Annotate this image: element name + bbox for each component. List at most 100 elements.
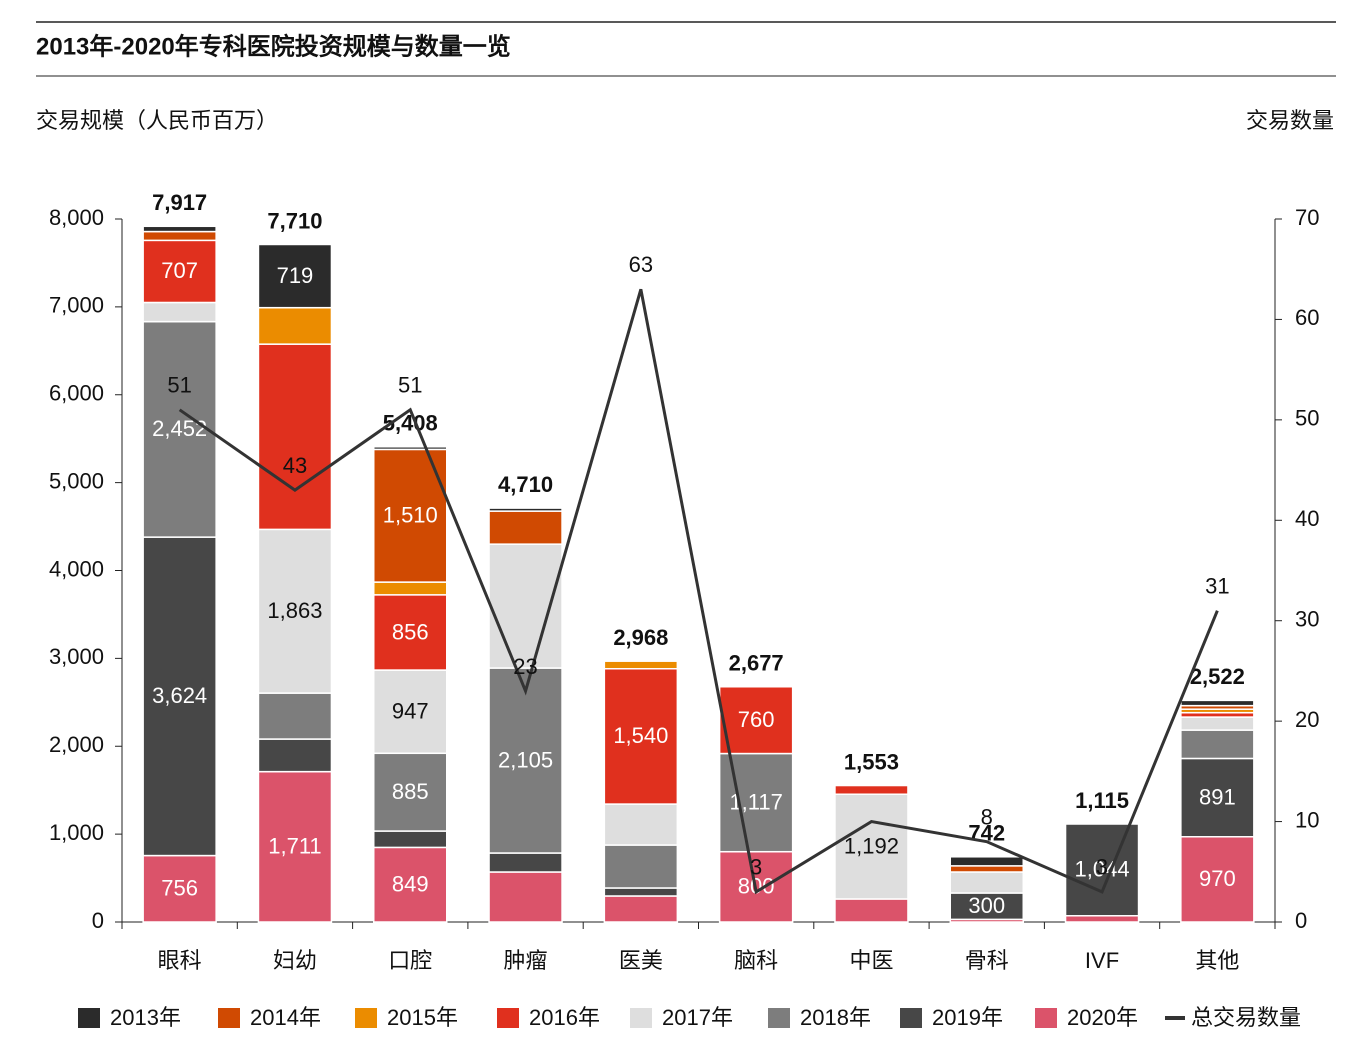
bar-segment <box>257 692 333 740</box>
bar-segment <box>603 895 679 923</box>
bar-segment <box>488 510 563 545</box>
segment-label: 3,624 <box>152 683 207 708</box>
bar-segment <box>1180 729 1255 760</box>
total-label: 4,710 <box>498 472 553 497</box>
legend-swatch <box>497 1008 519 1028</box>
bar-segment <box>949 871 1024 894</box>
bar-segment <box>603 887 679 897</box>
line-label: 51 <box>398 373 422 398</box>
bar-segment <box>1180 836 1255 923</box>
legend-swatch <box>630 1008 652 1028</box>
legend-label: 总交易数量 <box>1191 1005 1301 1030</box>
y-tick-label: 7,000 <box>49 293 104 318</box>
legend-swatch <box>900 1008 922 1028</box>
segment-label: 1,863 <box>267 598 322 623</box>
bar-segment <box>1180 699 1255 707</box>
y-tick-label: 5,000 <box>49 468 104 493</box>
total-label: 7,710 <box>267 208 322 233</box>
line-label: 3 <box>750 855 762 880</box>
y2-tick-label: 30 <box>1295 607 1319 632</box>
legend-label: 2015年 <box>387 1005 458 1030</box>
line-label: 51 <box>167 373 191 398</box>
bar-segment <box>488 871 563 923</box>
segment-label: 1,044 <box>1075 857 1130 882</box>
x-tick-label: 口腔 <box>388 948 432 973</box>
bar-segment <box>718 686 794 755</box>
legend-label: 2020年 <box>1067 1005 1138 1030</box>
total-label: 1,115 <box>1075 788 1129 813</box>
legend-swatch <box>1035 1008 1057 1028</box>
bar-segment <box>1064 915 1140 923</box>
bar-segment <box>373 846 448 923</box>
x-tick-label: 脑科 <box>734 948 778 973</box>
total-label: 7,917 <box>152 190 207 215</box>
bar-segment <box>834 898 909 923</box>
bar-segment <box>949 865 1024 873</box>
legend-swatch <box>355 1008 377 1028</box>
y2-tick-label: 20 <box>1295 707 1319 732</box>
line-label: 23 <box>513 654 537 679</box>
legend-label: 2014年 <box>250 1005 321 1030</box>
bar-segment <box>834 793 909 900</box>
total-label: 2,677 <box>729 651 784 676</box>
bar-segment <box>257 243 333 309</box>
bar-segment <box>373 594 448 671</box>
y-tick-label: 0 <box>92 908 104 933</box>
bar-segment <box>1180 716 1255 731</box>
y-tick-label: 4,000 <box>49 556 104 581</box>
bar-segment <box>373 830 448 849</box>
bar-segment <box>488 507 563 512</box>
line-series <box>178 288 1219 895</box>
y2-axis-label: 交易数量 <box>1246 108 1334 133</box>
chart-title: 2013年-2020年专科医院投资规模与数量一览 <box>36 32 511 60</box>
y2-tick-label: 10 <box>1295 807 1319 832</box>
segment-label: 885 <box>392 779 429 804</box>
segment-label: 947 <box>392 698 429 723</box>
bar-segment <box>257 770 333 923</box>
y2-tick-label: 40 <box>1295 506 1319 531</box>
legend-swatch <box>768 1008 790 1028</box>
bar-segment <box>257 306 333 345</box>
bar-segment <box>142 301 217 323</box>
y-tick-label: 1,000 <box>49 820 104 845</box>
segment-label: 1,192 <box>844 833 899 858</box>
bar-segment <box>257 738 333 773</box>
y-tick-label: 2,000 <box>49 732 104 757</box>
x-tick-label: IVF <box>1085 948 1119 973</box>
bar-segment <box>142 239 217 304</box>
segment-label: 1,711 <box>268 834 321 859</box>
segment-label: 849 <box>392 872 429 897</box>
total-label: 1,553 <box>844 749 899 774</box>
x-tick-label: 骨科 <box>965 948 1009 973</box>
line-label: 31 <box>1205 573 1229 598</box>
bar-segment <box>1180 757 1255 838</box>
legend-label: 2013年 <box>110 1005 181 1030</box>
segment-label: 707 <box>161 258 198 283</box>
y-tick-label: 3,000 <box>49 644 104 669</box>
bar-segment <box>373 669 448 755</box>
bar-segment <box>373 581 448 596</box>
bar-segment <box>949 856 1024 867</box>
bar-segment <box>373 446 448 451</box>
y2-tick-label: 60 <box>1295 305 1319 330</box>
bar-segment <box>949 892 1024 921</box>
y2-tick-label: 70 <box>1295 205 1319 230</box>
segment-label: 856 <box>392 619 429 644</box>
segment-label: 760 <box>738 707 775 732</box>
segment-label: 719 <box>277 263 314 288</box>
segment-label: 1,510 <box>383 503 438 528</box>
x-tick-label: 妇幼 <box>273 948 317 973</box>
line-label: 43 <box>283 453 307 478</box>
segment-label: 2,105 <box>498 747 553 772</box>
y-axis-label: 交易规模（人民币百万） <box>36 108 278 133</box>
legend-swatch <box>218 1008 240 1028</box>
legend-label: 2016年 <box>529 1005 600 1030</box>
line-label: 3 <box>1096 855 1108 880</box>
bar-segment <box>257 343 333 531</box>
line-label: 63 <box>629 252 653 277</box>
segment-label: 756 <box>161 876 198 901</box>
y2-tick-label: 0 <box>1295 908 1307 933</box>
x-tick-label: 中医 <box>849 948 893 973</box>
segment-label: 2,452 <box>152 416 207 441</box>
